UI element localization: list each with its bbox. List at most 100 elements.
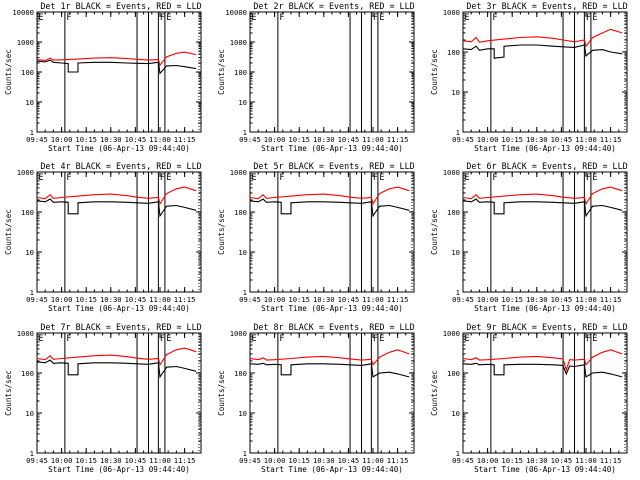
detector-panel: Det 4r BLACK = Events, RED = LLD 1 10 100 10…	[4, 161, 202, 313]
y-tick-label: 1000	[17, 38, 34, 47]
y-tick-label: 1000	[17, 329, 34, 338]
x-tick-label: 10:45	[125, 295, 147, 304]
y-tick-label: 1	[243, 449, 247, 458]
x-tick-label: 10:30	[100, 456, 122, 465]
event-marker-label: F	[492, 13, 497, 23]
y-tick-label: 1000	[443, 329, 460, 338]
x-tick-label: 09:45	[452, 456, 474, 465]
x-tick-label: 10:15	[288, 456, 310, 465]
x-tick-label: 10:30	[313, 135, 335, 144]
event-marker-label: E	[465, 334, 470, 344]
detector-panel: Det 8r BLACK = Events, RED = LLD 1 10 100 10…	[217, 322, 415, 474]
panel-title: Det 4r BLACK = Events, RED = LLD	[40, 161, 201, 171]
x-axis-label: Start Time (06-Apr-13 09:44:40)	[48, 144, 190, 153]
x-tick-label: 09:45	[239, 456, 261, 465]
x-tick-label: 10:15	[501, 135, 523, 144]
y-tick-label: 100	[447, 48, 460, 57]
plot-frame	[36, 332, 202, 454]
x-tick-label: 10:45	[338, 456, 360, 465]
detector-panel: Det 7r BLACK = Events, RED = LLD 1 10 100 10…	[4, 322, 202, 474]
x-tick-label: 11:00	[149, 135, 171, 144]
y-tick-label: 100	[234, 208, 247, 217]
x-tick-label: 11:15	[387, 135, 409, 144]
event-marker-label: F	[373, 173, 378, 183]
event-marker-label: F	[160, 13, 165, 23]
y-axis-label: Counts/sec	[4, 370, 13, 416]
events-series-line	[36, 198, 197, 218]
x-tick-label: 10:00	[264, 135, 286, 144]
event-marker-label: F	[160, 173, 165, 183]
y-axis-label: Counts/sec	[217, 209, 226, 255]
detector-panel: Det 1r BLACK = Events, RED = LLD 1 10 100 10…	[4, 1, 202, 153]
x-tick-label: 11:00	[149, 456, 171, 465]
x-tick-label: 11:15	[600, 135, 622, 144]
panel-title: Det 3r BLACK = Events, RED = LLD	[466, 1, 627, 11]
y-tick-label: 100	[234, 369, 247, 378]
x-axis-label: Start Time (06-Apr-13 09:44:40)	[48, 465, 190, 474]
event-marker-label: E	[592, 334, 597, 344]
event-marker-label: F	[160, 334, 165, 344]
event-marker-label: F	[586, 13, 591, 23]
y-tick-label: 1	[456, 449, 460, 458]
detector-panel: Det 5r BLACK = Events, RED = LLD 1 10 100 10…	[217, 161, 415, 313]
y-axis-label: Counts/sec	[217, 49, 226, 95]
y-tick-label: 10000	[12, 8, 34, 17]
x-tick-label: 10:15	[75, 456, 97, 465]
x-axis-label: Start Time (06-Apr-13 09:44:40)	[261, 144, 403, 153]
y-tick-label: 10	[238, 98, 247, 107]
y-axis-label: Counts/sec	[4, 209, 13, 255]
event-marker-label: E	[379, 13, 384, 23]
x-axis-label: Start Time (06-Apr-13 09:44:40)	[474, 465, 616, 474]
event-marker-label: E	[166, 173, 171, 183]
x-tick-label: 11:00	[575, 135, 597, 144]
panel-title: Det 9r BLACK = Events, RED = LLD	[466, 322, 627, 332]
x-tick-label: 09:45	[26, 456, 48, 465]
event-marker-label: F	[66, 334, 71, 344]
x-tick-label: 10:15	[501, 295, 523, 304]
x-axis-label: Start Time (06-Apr-13 09:44:40)	[48, 304, 190, 313]
y-tick-label: 10	[451, 248, 460, 257]
event-marker-label: E	[39, 173, 44, 183]
y-axis-label: Counts/sec	[430, 370, 439, 416]
x-tick-label: 11:00	[575, 295, 597, 304]
y-tick-label: 10	[25, 98, 34, 107]
lld-series-line	[462, 349, 623, 372]
event-marker-label: E	[252, 334, 257, 344]
events-series-line	[462, 44, 623, 59]
x-tick-label: 10:00	[264, 295, 286, 304]
y-tick-label: 1000	[443, 8, 460, 17]
y-tick-label: 1	[243, 288, 247, 297]
plot-frame	[249, 332, 415, 454]
x-tick-label: 10:45	[125, 456, 147, 465]
lld-series-line	[249, 186, 410, 206]
y-tick-label: 10	[25, 409, 34, 418]
event-marker-label: F	[586, 334, 591, 344]
plot-frame	[462, 11, 628, 133]
x-axis-label: Start Time (06-Apr-13 09:44:40)	[261, 304, 403, 313]
x-tick-label: 10:45	[551, 295, 573, 304]
event-marker-label: E	[39, 334, 44, 344]
y-tick-label: 100	[21, 68, 34, 77]
x-tick-label: 11:00	[575, 456, 597, 465]
y-tick-label: 10	[451, 409, 460, 418]
panel-title: Det 8r BLACK = Events, RED = LLD	[253, 322, 414, 332]
x-tick-label: 09:45	[26, 295, 48, 304]
y-tick-label: 100	[234, 68, 247, 77]
y-tick-label: 100	[21, 369, 34, 378]
event-marker-label: E	[252, 13, 257, 23]
event-marker-label: E	[592, 13, 597, 23]
x-tick-label: 10:15	[288, 295, 310, 304]
x-tick-label: 09:45	[239, 295, 261, 304]
events-series-line	[462, 198, 623, 218]
event-marker-label: F	[492, 334, 497, 344]
y-tick-label: 1000	[230, 329, 247, 338]
event-marker-label: F	[66, 13, 71, 23]
x-tick-label: 10:45	[338, 135, 360, 144]
plot-frame	[249, 11, 415, 133]
x-tick-label: 10:30	[100, 295, 122, 304]
plot-frame	[36, 11, 202, 133]
event-marker-label: F	[373, 334, 378, 344]
event-marker-label: E	[379, 173, 384, 183]
x-tick-label: 11:15	[174, 135, 196, 144]
y-tick-label: 1000	[17, 168, 34, 177]
